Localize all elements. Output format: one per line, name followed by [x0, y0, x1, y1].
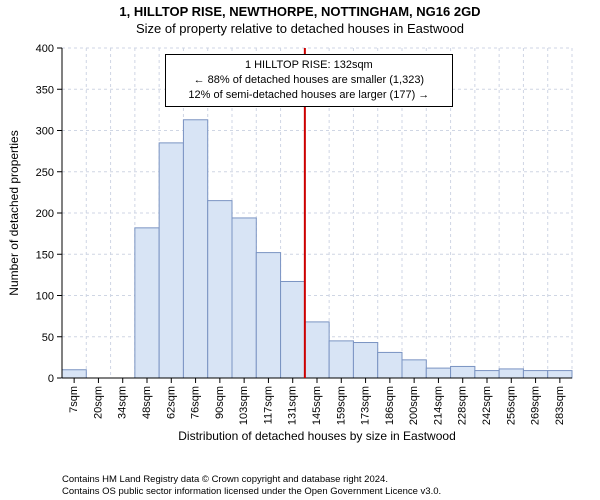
svg-text:256sqm: 256sqm: [505, 386, 517, 425]
svg-text:283sqm: 283sqm: [554, 386, 566, 425]
svg-text:117sqm: 117sqm: [262, 386, 274, 424]
svg-text:Distribution of detached house: Distribution of detached houses by size …: [178, 429, 456, 443]
svg-text:34sqm: 34sqm: [117, 386, 129, 419]
svg-text:0: 0: [48, 373, 54, 385]
info-line-2: ← 88% of detached houses are smaller (1,…: [174, 73, 444, 88]
chart-area: 0 50 100 150 200 250 300 350 400 7sqm 20sqm 34sqm 48…: [0, 40, 600, 450]
svg-text:150: 150: [36, 249, 54, 261]
svg-text:173sqm: 173sqm: [360, 386, 372, 425]
svg-text:269sqm: 269sqm: [530, 386, 542, 425]
title-line-1: 1, HILLTOP RISE, NEWTHORPE, NOTTINGHAM, …: [0, 4, 600, 19]
info-line-3: 12% of semi-detached houses are larger (…: [174, 88, 444, 103]
svg-text:103sqm: 103sqm: [238, 386, 250, 425]
svg-text:7sqm: 7sqm: [68, 386, 80, 413]
svg-text:145sqm: 145sqm: [311, 386, 323, 425]
title-line-2: Size of property relative to detached ho…: [0, 21, 600, 36]
svg-text:100: 100: [36, 291, 54, 303]
svg-text:400: 400: [36, 43, 54, 55]
svg-text:350: 350: [36, 84, 54, 96]
footer-line-1: Contains HM Land Registry data © Crown c…: [62, 474, 441, 486]
svg-text:62sqm: 62sqm: [165, 386, 177, 419]
svg-text:250: 250: [36, 167, 54, 179]
svg-text:Number of detached properties: Number of detached properties: [7, 130, 21, 295]
svg-text:50: 50: [42, 332, 54, 344]
svg-text:131sqm: 131sqm: [287, 386, 299, 425]
svg-text:228sqm: 228sqm: [457, 386, 469, 425]
svg-text:20sqm: 20sqm: [92, 386, 104, 419]
svg-text:214sqm: 214sqm: [432, 386, 444, 425]
svg-text:200: 200: [36, 208, 54, 220]
footer-attribution: Contains HM Land Registry data © Crown c…: [62, 474, 441, 498]
footer-line-2: Contains OS public sector information li…: [62, 486, 441, 498]
svg-text:300: 300: [36, 126, 54, 138]
info-line-1: 1 HILLTOP RISE: 132sqm: [174, 58, 444, 73]
svg-text:48sqm: 48sqm: [141, 386, 153, 419]
svg-text:200sqm: 200sqm: [408, 386, 420, 425]
svg-text:242sqm: 242sqm: [481, 386, 493, 425]
marker-info-box: 1 HILLTOP RISE: 132sqm ← 88% of detached…: [165, 54, 453, 107]
title-block: 1, HILLTOP RISE, NEWTHORPE, NOTTINGHAM, …: [0, 0, 600, 36]
svg-text:186sqm: 186sqm: [384, 386, 396, 425]
svg-text:76sqm: 76sqm: [190, 386, 202, 419]
svg-text:90sqm: 90sqm: [214, 386, 226, 419]
svg-text:159sqm: 159sqm: [335, 386, 347, 425]
